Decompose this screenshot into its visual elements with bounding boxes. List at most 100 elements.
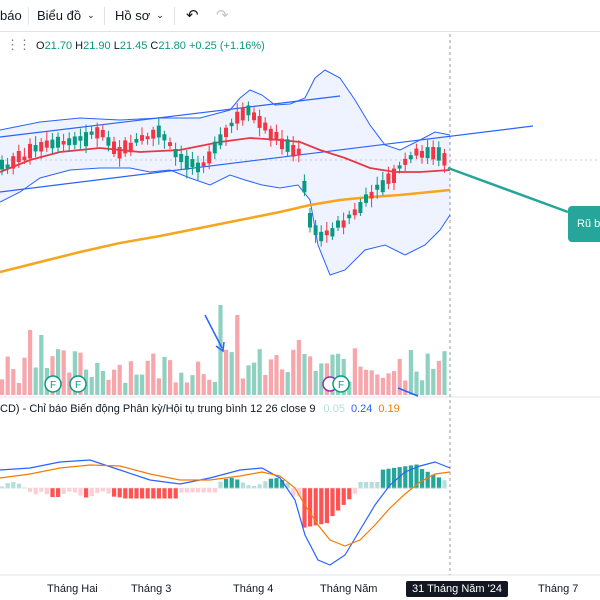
candle[interactable] bbox=[33, 136, 38, 158]
macd-histogram-bar[interactable] bbox=[375, 482, 380, 489]
macd-histogram-bar[interactable] bbox=[336, 488, 341, 511]
volume-bar[interactable] bbox=[268, 359, 273, 395]
event-marker-1[interactable]: F bbox=[44, 375, 62, 393]
macd-histogram-bar[interactable] bbox=[95, 488, 100, 493]
macd-histogram-bar[interactable] bbox=[246, 485, 251, 489]
volume-bar[interactable] bbox=[229, 352, 234, 395]
event-marker-2[interactable]: F bbox=[69, 375, 87, 393]
macd-histogram-bar[interactable] bbox=[257, 484, 262, 489]
volume-bar[interactable] bbox=[100, 370, 105, 395]
macd-signal-line[interactable] bbox=[0, 464, 451, 547]
macd-histogram-bar[interactable] bbox=[39, 488, 44, 492]
macd-histogram-bar[interactable] bbox=[151, 488, 156, 499]
macd-histogram-bar[interactable] bbox=[392, 467, 397, 489]
volume-bar[interactable] bbox=[89, 377, 94, 395]
volume-bar[interactable] bbox=[128, 361, 133, 395]
volume-bar[interactable] bbox=[369, 370, 374, 395]
candle[interactable] bbox=[235, 103, 240, 131]
macd-histogram-bar[interactable] bbox=[33, 488, 38, 495]
volume-bar[interactable] bbox=[336, 353, 341, 395]
macd-histogram-bar[interactable] bbox=[302, 488, 307, 528]
candle[interactable] bbox=[246, 101, 251, 122]
macd-histogram-bar[interactable] bbox=[240, 482, 245, 489]
volume-bar[interactable] bbox=[308, 356, 313, 395]
volume-bar[interactable] bbox=[431, 368, 436, 395]
candle[interactable] bbox=[397, 161, 402, 174]
volume-bar[interactable] bbox=[408, 350, 413, 395]
macd-histogram-bar[interactable] bbox=[61, 488, 66, 495]
candle[interactable] bbox=[224, 124, 228, 146]
candle[interactable] bbox=[308, 207, 312, 233]
macd-histogram-bar[interactable] bbox=[106, 488, 111, 494]
redo-icon[interactable]: ↷ bbox=[216, 7, 229, 24]
volume-bar[interactable] bbox=[212, 381, 217, 395]
candle[interactable] bbox=[179, 145, 184, 170]
macd-histogram-bar[interactable] bbox=[268, 478, 273, 489]
macd-histogram-bar[interactable] bbox=[442, 480, 447, 489]
macd-histogram-bar[interactable] bbox=[201, 488, 206, 493]
macd-histogram-bar[interactable] bbox=[100, 488, 105, 492]
candle[interactable] bbox=[358, 198, 363, 216]
macd-histogram-bar[interactable] bbox=[341, 488, 346, 505]
volume-bar[interactable] bbox=[140, 374, 145, 395]
volume-bar[interactable] bbox=[280, 369, 285, 395]
volume-bar[interactable] bbox=[16, 382, 21, 395]
candle[interactable] bbox=[5, 157, 10, 174]
volume-bar[interactable] bbox=[375, 374, 380, 395]
volume-bar[interactable] bbox=[117, 364, 122, 395]
candle[interactable] bbox=[252, 107, 256, 124]
macd-histogram-bar[interactable] bbox=[280, 479, 285, 489]
candle[interactable] bbox=[84, 124, 88, 154]
candle[interactable] bbox=[28, 138, 32, 165]
macd-histogram-bar[interactable] bbox=[218, 481, 223, 489]
volume-bar[interactable] bbox=[106, 379, 111, 395]
macd-histogram-bar[interactable] bbox=[291, 488, 296, 497]
volume-bar[interactable] bbox=[0, 379, 5, 395]
candle[interactable] bbox=[89, 126, 94, 140]
volume-bar[interactable] bbox=[352, 348, 357, 395]
candle[interactable] bbox=[425, 139, 430, 164]
macd-histogram-bar[interactable] bbox=[28, 488, 33, 492]
volume-bar[interactable] bbox=[420, 380, 425, 395]
candle[interactable] bbox=[106, 130, 111, 152]
macd-histogram-bar[interactable] bbox=[296, 488, 301, 497]
channel-lower-trendline[interactable] bbox=[0, 125, 534, 193]
volume-bar[interactable] bbox=[184, 382, 189, 395]
macd-histogram-bar[interactable] bbox=[184, 488, 189, 493]
candle[interactable] bbox=[44, 131, 49, 153]
volume-bar[interactable] bbox=[291, 349, 296, 395]
volume-bar[interactable] bbox=[386, 373, 391, 395]
candle[interactable] bbox=[324, 221, 329, 243]
macd-histogram-bar[interactable] bbox=[364, 482, 369, 489]
macd-histogram-bar[interactable] bbox=[67, 488, 72, 492]
macd-histogram-bar[interactable] bbox=[140, 488, 145, 499]
macd-histogram-bar[interactable] bbox=[16, 483, 21, 489]
volume-bar[interactable] bbox=[224, 349, 229, 395]
macd-histogram-bar[interactable] bbox=[190, 488, 195, 493]
macd-histogram-bar[interactable] bbox=[89, 488, 94, 497]
candle[interactable] bbox=[95, 122, 100, 148]
macd-histogram-bar[interactable] bbox=[11, 482, 16, 489]
volume-bar[interactable] bbox=[403, 380, 408, 395]
volume-bar[interactable] bbox=[235, 315, 240, 395]
volume-bar[interactable] bbox=[72, 351, 77, 395]
macd-histogram-bar[interactable] bbox=[0, 486, 5, 489]
macd-histogram-bar[interactable] bbox=[285, 482, 290, 489]
candle[interactable] bbox=[319, 225, 324, 247]
macd-histogram-bar[interactable] bbox=[308, 488, 313, 527]
macd-histogram-bar[interactable] bbox=[369, 482, 374, 489]
macd-histogram-bar[interactable] bbox=[263, 481, 268, 489]
candle[interactable] bbox=[140, 127, 144, 145]
volume-bar[interactable] bbox=[313, 370, 318, 395]
candle[interactable] bbox=[162, 130, 167, 149]
volume-bar[interactable] bbox=[246, 365, 251, 395]
macd-histogram-bar[interactable] bbox=[352, 488, 357, 494]
macd-histogram-bar[interactable] bbox=[117, 488, 122, 498]
macd-histogram-bar[interactable] bbox=[347, 488, 352, 500]
candle[interactable] bbox=[380, 171, 385, 196]
volume-bar[interactable] bbox=[296, 340, 301, 395]
macd-histogram-bar[interactable] bbox=[380, 469, 385, 489]
channel-upper-trendline[interactable] bbox=[0, 95, 341, 138]
volume-trend-line[interactable] bbox=[397, 387, 419, 397]
